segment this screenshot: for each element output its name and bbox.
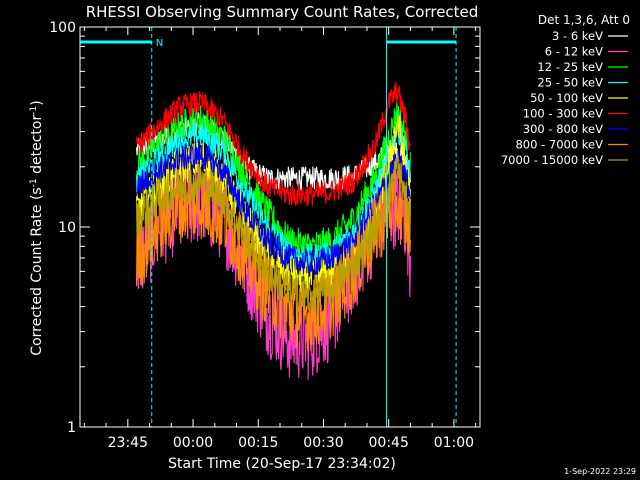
series-line-7 (135, 170, 411, 351)
x-axis: 23:45 00:00 00:15 00:30 00:45 01:00 (83, 27, 477, 451)
x-tick-label: 00:15 (238, 435, 278, 451)
x-tick-label: 01:00 (434, 435, 474, 451)
legend-label: 25 - 50 keV (537, 76, 603, 90)
legend-label: 3 - 6 keV (552, 29, 603, 43)
y-tick-label: 100 (49, 20, 76, 36)
legend-label: 50 - 100 keV (530, 91, 603, 105)
x-axis-label: Start Time (20-Sep-17 23:34:02) (168, 456, 396, 472)
x-tick-label: 00:00 (173, 435, 213, 451)
y-tick-label: 1 (67, 420, 76, 436)
y-axis-label: Corrected Count Rate (s-1 detector-1) (29, 100, 45, 355)
legend-label: 6 - 12 keV (545, 45, 603, 59)
x-tick-label: 00:45 (369, 435, 409, 451)
y-tick-label: 10 (58, 220, 76, 236)
legend-label: 100 - 300 keV (523, 107, 603, 121)
y-axis: 1 10 100 (49, 20, 480, 436)
series-line-8 (135, 150, 411, 314)
legend-label: 800 - 7000 keV (515, 138, 603, 152)
y-axis-label-end: ) (29, 100, 45, 105)
series-line-2 (135, 100, 411, 262)
y-axis-label-sup1: -1 (29, 178, 39, 187)
series-line-6 (135, 142, 411, 277)
x-tick-label: 23:45 (108, 435, 148, 451)
legend-label: 12 - 25 keV (537, 60, 603, 74)
generation-timestamp: 1-Sep-2022 23:29 (564, 467, 636, 476)
legend-label: 7000 - 15000 keV (501, 153, 603, 167)
y-axis-label-mid: detector (29, 115, 45, 179)
series-line-5 (135, 82, 411, 207)
series-layer (135, 82, 411, 380)
x-tick-label: 00:30 (303, 435, 343, 451)
y-axis-label-sup2: -1 (29, 106, 39, 115)
legend-label: 300 - 800 keV (523, 122, 603, 136)
legend-title: Det 1,3,6, Att 0 (538, 13, 630, 27)
y-axis-label-main: Corrected Count Rate (s (29, 187, 45, 355)
night-marker: N (156, 38, 163, 49)
chart-title: RHESSI Observing Summary Count Rates, Co… (86, 3, 479, 21)
